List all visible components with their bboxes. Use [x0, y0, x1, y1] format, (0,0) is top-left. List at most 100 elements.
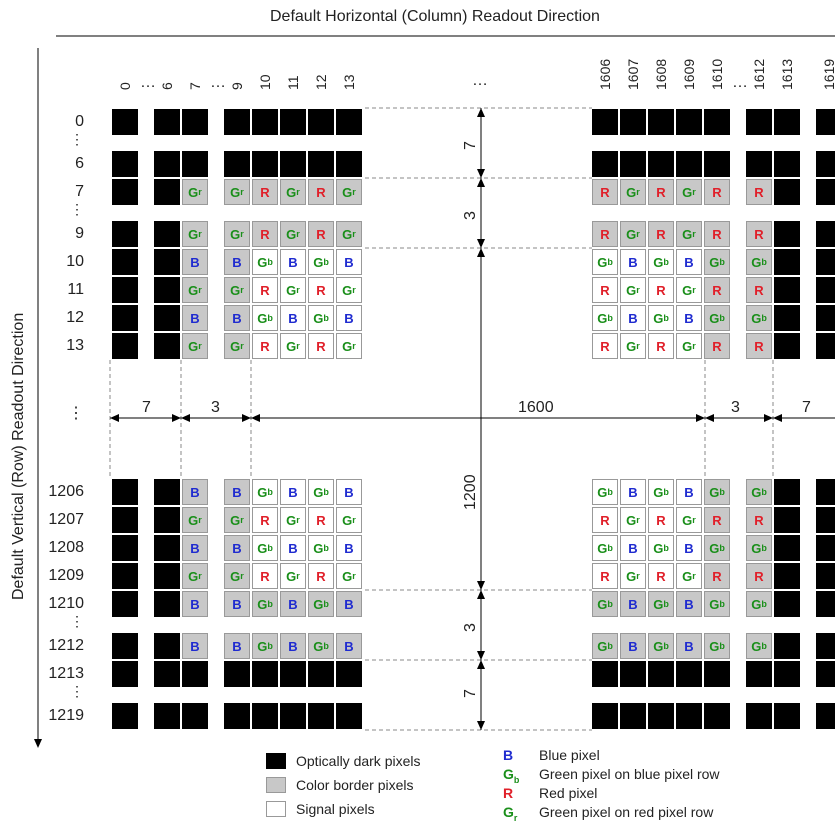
- dark-pixel: [154, 633, 180, 659]
- row-label: 11: [67, 281, 84, 298]
- dark-pixel: [774, 277, 800, 303]
- dark-pixel: [592, 661, 618, 687]
- row-label: 9: [75, 225, 84, 242]
- vertical-dimension-arrowhead: [477, 178, 485, 187]
- column-label-text: 1612: [751, 58, 767, 90]
- horizontal-dimension-arrowhead: [696, 414, 705, 422]
- dark-pixel: [774, 305, 800, 331]
- dark-pixel: [336, 151, 362, 177]
- dark-pixel: [154, 507, 180, 533]
- dark-pixel: [252, 703, 278, 729]
- border-pixel: B: [224, 591, 250, 617]
- border-pixel: B: [620, 633, 646, 659]
- vertical-dimension-arrowhead: [477, 651, 485, 660]
- border-pixel: B: [224, 535, 250, 561]
- border-pixel: B: [676, 633, 702, 659]
- column-ellipsis: …: [732, 74, 748, 91]
- row-label: 6: [75, 155, 84, 172]
- dark-pixel: [676, 661, 702, 687]
- border-pixel: B: [620, 591, 646, 617]
- horizontal-dimension-arrowhead: [181, 414, 190, 422]
- dark-pixel: [112, 703, 138, 729]
- border-pixel: B: [182, 305, 208, 331]
- dark-pixel: [154, 661, 180, 687]
- dark-pixel: [648, 661, 674, 687]
- row-label: 1212: [48, 637, 84, 654]
- dark-pixel: [774, 479, 800, 505]
- dark-pixel: [774, 563, 800, 589]
- dark-pixel: [224, 703, 250, 729]
- signal-pixel: R: [592, 563, 618, 589]
- legend-gb-label: Green pixel on blue pixel row: [539, 766, 720, 782]
- border-pixel: R: [746, 221, 772, 247]
- signal-pixel: B: [620, 249, 646, 275]
- column-label-text: 1607: [625, 58, 641, 90]
- dark-pixel: [224, 661, 250, 687]
- border-pixel: R: [648, 221, 674, 247]
- dark-pixel: [154, 151, 180, 177]
- signal-pixel: R: [648, 277, 674, 303]
- dark-pixel: [774, 591, 800, 617]
- dark-pixel: [592, 151, 618, 177]
- vertical-dimension-arrowhead: [477, 721, 485, 730]
- dark-pixel: [676, 151, 702, 177]
- legend-gr-label: Green pixel on red pixel row: [539, 804, 714, 820]
- legend-dark-label: Optically dark pixels: [296, 753, 421, 769]
- column-ellipsis: …: [210, 74, 226, 91]
- column-label-text: 9: [229, 82, 245, 90]
- dim-bottom-dark: 7: [462, 689, 479, 698]
- signal-pixel: B: [676, 535, 702, 561]
- dark-pixel: [816, 305, 835, 331]
- dark-pixel: [112, 277, 138, 303]
- column-label: 7: [182, 48, 208, 106]
- legend-gb-key: Gb: [503, 766, 520, 785]
- column-label-text: 13: [341, 74, 357, 90]
- border-pixel: B: [280, 591, 306, 617]
- dark-pixel: [774, 507, 800, 533]
- border-pixel: B: [182, 633, 208, 659]
- column-label-text: 1619: [821, 58, 835, 90]
- dark-pixel: [154, 179, 180, 205]
- dark-pixel: [816, 221, 835, 247]
- column-label: 1612: [746, 48, 772, 106]
- border-pixel: R: [704, 507, 730, 533]
- dark-pixel: [816, 333, 835, 359]
- row-label: 1209: [48, 567, 84, 584]
- signal-pixel: R: [648, 507, 674, 533]
- border-pixel: B: [224, 305, 250, 331]
- column-label-text: 1613: [779, 58, 795, 90]
- column-label: 0: [112, 48, 138, 106]
- dark-pixel: [280, 109, 306, 135]
- dark-pixel: [774, 661, 800, 687]
- dark-pixel: [182, 151, 208, 177]
- dark-pixel: [816, 479, 835, 505]
- dark-pixel: [112, 249, 138, 275]
- legend-signal-label: Signal pixels: [296, 801, 375, 817]
- dark-pixel: [308, 661, 334, 687]
- dark-pixel: [746, 703, 772, 729]
- dark-pixel: [816, 507, 835, 533]
- row-label: 0: [75, 113, 84, 130]
- dark-pixel: [224, 151, 250, 177]
- border-pixel: R: [252, 179, 278, 205]
- dark-pixel: [592, 703, 618, 729]
- dark-pixel: [704, 703, 730, 729]
- row-label: 1219: [48, 707, 84, 724]
- border-pixel: B: [280, 633, 306, 659]
- row-label: 1213: [48, 665, 84, 682]
- dark-pixel: [154, 563, 180, 589]
- dark-pixel: [816, 633, 835, 659]
- dark-pixel: [112, 633, 138, 659]
